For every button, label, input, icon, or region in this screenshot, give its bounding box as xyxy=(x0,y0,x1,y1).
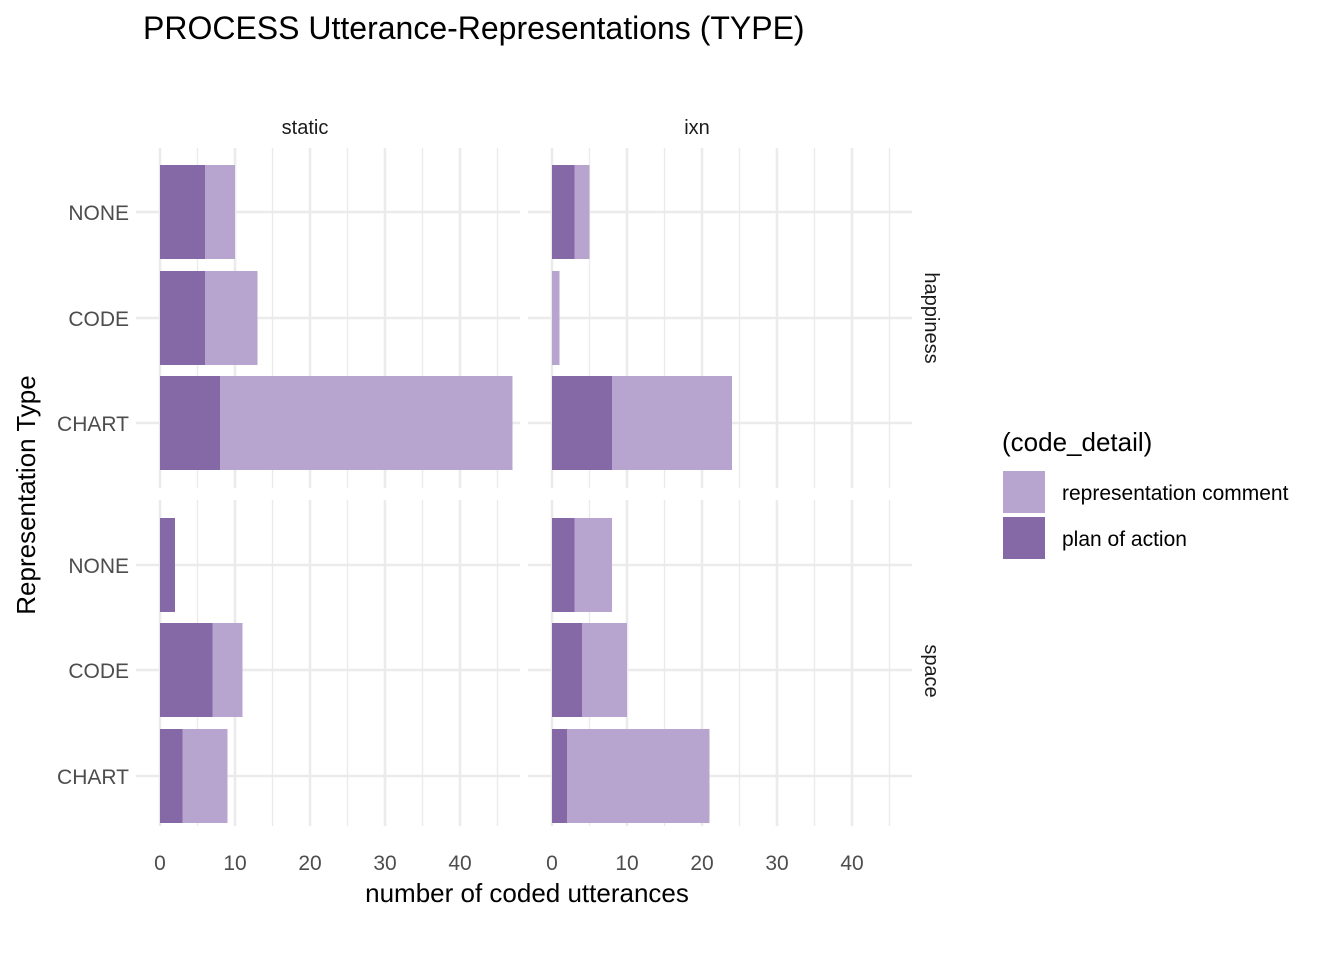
bar-representation-comment-none xyxy=(574,518,612,612)
y-tick-label: CHART xyxy=(57,413,129,436)
x-tick-label: 0 xyxy=(546,852,558,875)
x-tick-label: 0 xyxy=(154,852,166,875)
bar-representation-comment-code xyxy=(552,271,560,365)
bar-representation-comment-code xyxy=(212,623,243,717)
bar-plan-of-action-code xyxy=(160,623,213,717)
panel-happiness-static xyxy=(136,148,520,488)
legend-label: plan of action xyxy=(1062,528,1187,551)
bar-representation-comment-code xyxy=(205,271,258,365)
bar-representation-comment-chart xyxy=(567,729,710,823)
y-tick-label: CHART xyxy=(57,766,129,789)
legend-swatch xyxy=(1003,471,1045,513)
facet-column-label: ixn xyxy=(684,117,710,139)
bar-representation-comment-chart xyxy=(612,376,732,470)
bar-plan-of-action-none xyxy=(160,518,175,612)
bar-plan-of-action-code xyxy=(552,623,582,717)
bar-plan-of-action-none xyxy=(552,518,575,612)
bar-plan-of-action-code xyxy=(160,271,205,365)
x-tick-label: 20 xyxy=(690,852,713,875)
panel-happiness-ixn xyxy=(528,148,912,488)
y-axis-title: Representation Type xyxy=(11,375,41,614)
legend: (code_detail) representation comment plan… xyxy=(1002,427,1289,559)
x-tick-label: 20 xyxy=(298,852,321,875)
panel-space-ixn xyxy=(528,500,912,826)
x-tick-label: 40 xyxy=(448,852,471,875)
x-tick-label: 40 xyxy=(840,852,863,875)
bar-representation-comment-chart xyxy=(220,376,513,470)
y-tick-label: NONE xyxy=(68,202,129,225)
facet-row-label: happiness xyxy=(920,272,942,363)
x-tick-label: 10 xyxy=(223,852,246,875)
bar-representation-comment-none xyxy=(574,165,590,259)
x-tick-label: 30 xyxy=(373,852,396,875)
legend-label: representation comment xyxy=(1062,482,1289,505)
bar-representation-comment-none xyxy=(205,165,235,259)
legend-swatch xyxy=(1003,517,1045,559)
legend-title: (code_detail) xyxy=(1002,427,1152,457)
bar-representation-comment-code xyxy=(582,623,627,717)
y-tick-label: NONE xyxy=(68,555,129,578)
chart-title: PROCESS Utterance-Representations (TYPE) xyxy=(143,10,805,46)
bar-representation-comment-chart xyxy=(182,729,228,823)
panel-space-static xyxy=(136,500,520,826)
bar-plan-of-action-chart xyxy=(160,376,220,470)
x-tick-label: 10 xyxy=(615,852,638,875)
x-axis-title: number of coded utterances xyxy=(365,878,689,908)
y-tick-label: CODE xyxy=(68,308,129,331)
facet-row-label: space xyxy=(920,644,942,697)
bar-plan-of-action-none xyxy=(552,165,575,259)
bar-plan-of-action-none xyxy=(160,165,205,259)
x-tick-label: 30 xyxy=(765,852,788,875)
bar-plan-of-action-chart xyxy=(160,729,183,823)
bar-plan-of-action-chart xyxy=(552,376,612,470)
bar-plan-of-action-chart xyxy=(552,729,567,823)
chart-panels xyxy=(136,148,912,826)
facet-column-label: static xyxy=(282,117,329,139)
y-tick-label: CODE xyxy=(68,660,129,683)
